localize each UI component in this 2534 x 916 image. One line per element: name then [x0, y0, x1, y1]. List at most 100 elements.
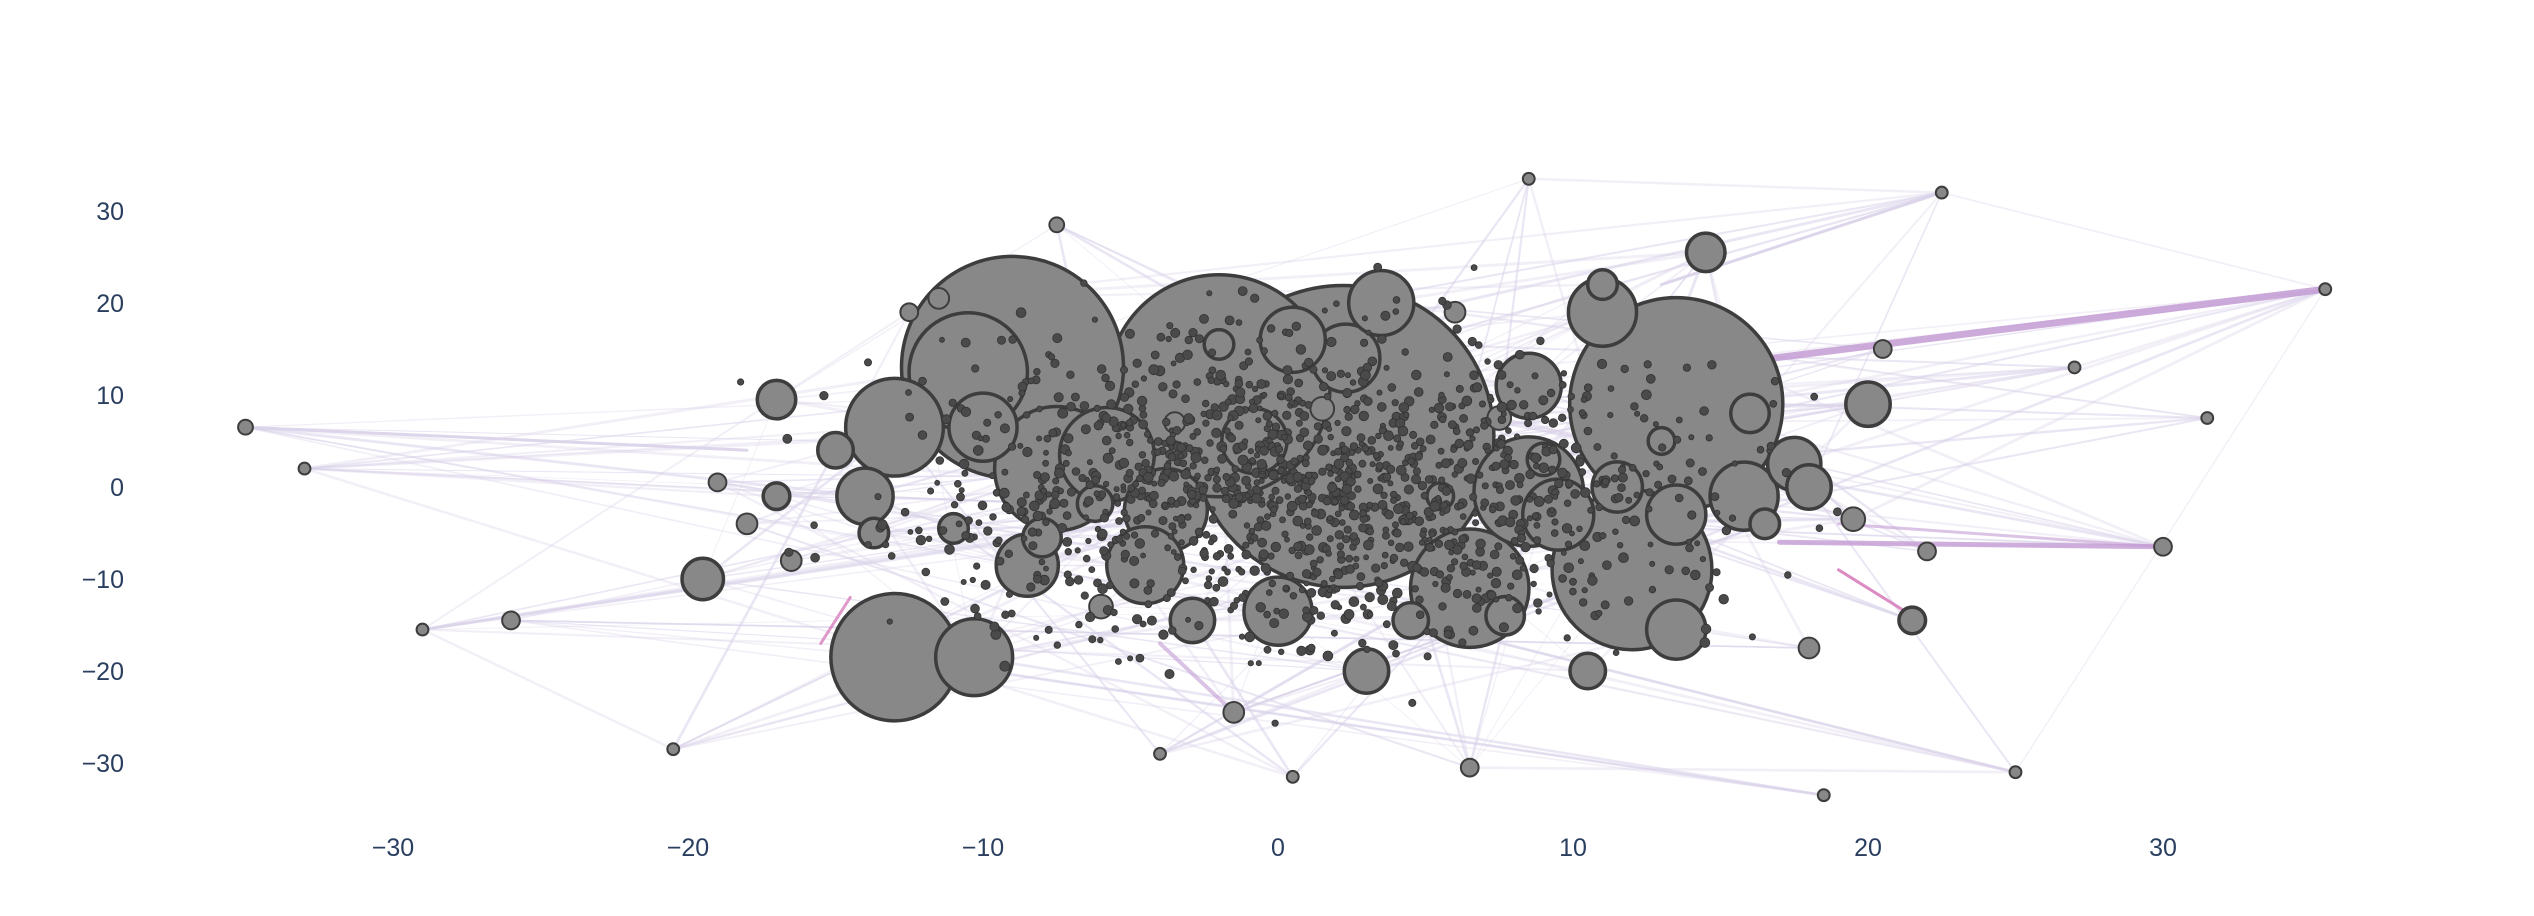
network-edge [421, 311, 910, 631]
node-dot [1033, 470, 1042, 479]
node-dot [1238, 568, 1246, 576]
node-dot [1053, 392, 1064, 403]
node-dot [1630, 402, 1639, 411]
node-dot [1162, 417, 1171, 427]
node-dot [1440, 582, 1451, 593]
node-dot [1088, 566, 1096, 573]
node-dot [983, 526, 993, 536]
node-dot [1164, 544, 1172, 552]
node-dot [1186, 489, 1197, 500]
node-dot [1088, 635, 1097, 644]
node-dot [1189, 462, 1197, 470]
node-dot [1306, 587, 1317, 598]
node-dot [1405, 511, 1414, 520]
network-edge [1159, 628, 1677, 756]
node-dot [1244, 357, 1254, 366]
node-dot [874, 493, 882, 501]
node-dot [1028, 541, 1038, 551]
node-dot [1119, 392, 1130, 402]
node-dot [1247, 448, 1255, 455]
node-dot [1301, 459, 1310, 468]
node-dot [1567, 392, 1575, 401]
node-dot [1443, 371, 1450, 378]
node-dot [1469, 370, 1479, 381]
node-dot [939, 336, 945, 343]
node-dot [1560, 550, 1567, 556]
node-dot [1179, 459, 1188, 468]
node-dot [1184, 335, 1193, 345]
node-dot [1250, 293, 1260, 303]
node-dot [1200, 410, 1207, 418]
node-dot [1396, 464, 1407, 476]
node-dot [1387, 480, 1394, 487]
node-dot [1454, 438, 1465, 449]
node-dot [876, 519, 888, 531]
network-edge [717, 481, 875, 534]
node-dot [944, 544, 955, 555]
node-dot [1036, 405, 1043, 413]
node-dot [1440, 501, 1448, 509]
node-dot [1395, 542, 1405, 553]
node-bubble [1168, 596, 1217, 645]
node-dot [1578, 468, 1587, 476]
node-dot [1376, 389, 1383, 396]
network-edge [2074, 287, 2326, 369]
network-edge [672, 449, 837, 750]
node-bubble [707, 472, 728, 493]
node-dot [1022, 411, 1031, 419]
node-dot [1032, 510, 1044, 522]
node-dot [1049, 498, 1061, 510]
node-dot [1567, 406, 1574, 413]
node-dot [1148, 499, 1158, 509]
node-dot [1238, 633, 1246, 640]
node-dot [1634, 410, 1641, 417]
node-dot [1029, 500, 1040, 512]
node-dot [1505, 480, 1515, 490]
node-dot [1134, 462, 1143, 471]
node-dot [1533, 495, 1545, 507]
node-dot [1305, 471, 1313, 479]
node-dot [1408, 698, 1417, 707]
node-dot [1256, 405, 1263, 412]
node-dot [1458, 534, 1468, 544]
node-dot [1390, 496, 1398, 504]
node-dot [1451, 558, 1459, 566]
node-dot [1211, 409, 1223, 421]
node-dot [1170, 360, 1177, 367]
node-dot [1164, 669, 1175, 680]
node-dot [1146, 579, 1155, 588]
network-edge [1852, 287, 2326, 521]
node-dot [1123, 431, 1131, 439]
node-dot [881, 541, 890, 549]
node-dot [1119, 422, 1127, 429]
node-dot [1333, 569, 1344, 580]
node-dot [1372, 451, 1380, 459]
node-dot [975, 519, 983, 526]
node-dot [1625, 496, 1633, 504]
node-dot [1282, 374, 1294, 385]
node-dot [1267, 552, 1275, 560]
node-dot [1229, 601, 1239, 610]
node-dot [864, 358, 873, 367]
node-dot [1222, 472, 1231, 481]
node-dot [1349, 509, 1360, 521]
node-dot [1017, 381, 1028, 392]
node-dot [1286, 500, 1298, 512]
node-dot [1333, 458, 1345, 470]
node-dot [1146, 615, 1157, 626]
node-dot [1493, 360, 1504, 370]
node-dot [1358, 459, 1367, 468]
node-dot [1235, 319, 1243, 326]
node-dot [1046, 508, 1053, 515]
node-dot [1419, 445, 1427, 453]
node-dot [1487, 393, 1494, 400]
node-dot [1557, 467, 1568, 479]
y-tick-label: 10 [96, 382, 124, 410]
node-dot [1313, 422, 1323, 431]
node-dot [1465, 428, 1475, 437]
node-dot [1149, 490, 1159, 501]
node-dot [1505, 427, 1512, 434]
node-dot [1563, 562, 1574, 574]
node-dot [1228, 509, 1238, 519]
node-dot [1712, 568, 1721, 577]
